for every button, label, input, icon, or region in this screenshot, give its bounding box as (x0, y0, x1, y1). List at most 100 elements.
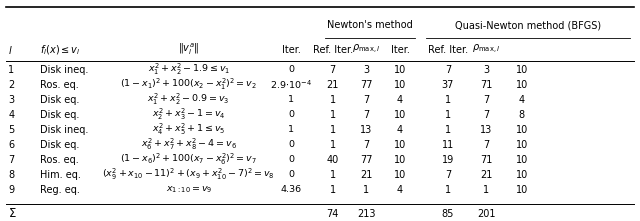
Text: 1: 1 (445, 95, 451, 105)
Text: 13: 13 (480, 125, 493, 135)
Text: 7: 7 (483, 95, 490, 105)
Text: 4: 4 (397, 185, 403, 195)
Text: 21: 21 (326, 80, 339, 90)
Text: 1: 1 (330, 125, 336, 135)
Text: $l$: $l$ (8, 44, 13, 56)
Text: $(1-x_6)^2 + 100(x_7 - x_6^2)^2 = v_7$: $(1-x_6)^2 + 100(x_7 - x_6^2)^2 = v_7$ (120, 152, 257, 167)
Text: 7: 7 (330, 65, 336, 75)
Text: 1: 1 (288, 125, 294, 134)
Text: Disk eq.: Disk eq. (40, 140, 79, 150)
Text: 10: 10 (515, 155, 528, 165)
Text: 201: 201 (477, 209, 495, 219)
Text: 77: 77 (360, 155, 372, 165)
Text: 7: 7 (363, 140, 369, 150)
Text: 10: 10 (515, 65, 528, 75)
Text: 7: 7 (445, 170, 451, 180)
Text: 4: 4 (8, 110, 15, 120)
Text: 0: 0 (288, 155, 294, 164)
Text: 10: 10 (394, 80, 406, 90)
Text: 71: 71 (480, 80, 493, 90)
Text: 7: 7 (8, 155, 15, 165)
Text: 77: 77 (360, 80, 372, 90)
Text: 10: 10 (394, 140, 406, 150)
Text: 10: 10 (394, 170, 406, 180)
Text: 0: 0 (288, 170, 294, 179)
Text: $x_{1:10} = v_9$: $x_{1:10} = v_9$ (166, 185, 212, 195)
Text: 71: 71 (480, 155, 493, 165)
Text: 1: 1 (8, 65, 15, 75)
Text: Iter.: Iter. (390, 45, 410, 55)
Text: Disk ineq.: Disk ineq. (40, 125, 88, 135)
Text: $\rho_{\mathrm{max},l}$: $\rho_{\mathrm{max},l}$ (472, 43, 500, 56)
Text: $\|v_l^a\|$: $\|v_l^a\|$ (178, 42, 200, 57)
Text: Disk eq.: Disk eq. (40, 110, 79, 120)
Text: 1: 1 (288, 95, 294, 104)
Text: 10: 10 (394, 155, 406, 165)
Text: 10: 10 (515, 125, 528, 135)
Text: 10: 10 (394, 110, 406, 120)
Text: 7: 7 (445, 65, 451, 75)
Text: 37: 37 (442, 80, 454, 90)
Text: Ros. eq.: Ros. eq. (40, 80, 79, 90)
Text: $\Sigma$: $\Sigma$ (8, 208, 17, 220)
Text: 1: 1 (445, 185, 451, 195)
Text: 1: 1 (445, 110, 451, 120)
Text: 8: 8 (518, 110, 525, 120)
Text: 1: 1 (330, 140, 336, 150)
Text: 4: 4 (518, 95, 525, 105)
Text: 0: 0 (288, 110, 294, 119)
Text: 10: 10 (515, 170, 528, 180)
Text: 85: 85 (442, 209, 454, 219)
Text: 7: 7 (483, 140, 490, 150)
Text: $(1-x_1)^2 + 100(x_2 - x_1^2)^2 = v_2$: $(1-x_1)^2 + 100(x_2 - x_1^2)^2 = v_2$ (120, 77, 257, 92)
Text: 9: 9 (8, 185, 15, 195)
Text: 7: 7 (483, 110, 490, 120)
Text: 13: 13 (360, 125, 372, 135)
Text: 74: 74 (326, 209, 339, 219)
Text: Quasi-Newton method (BFGS): Quasi-Newton method (BFGS) (455, 20, 601, 30)
Text: 11: 11 (442, 140, 454, 150)
Text: $(x_9^2 + x_{10} - 11)^2 + (x_9 + x_{10}^2 - 7)^2 = v_8$: $(x_9^2 + x_{10} - 11)^2 + (x_9 + x_{10}… (102, 167, 275, 182)
Text: 10: 10 (515, 185, 528, 195)
Text: 0: 0 (288, 65, 294, 74)
Text: 21: 21 (480, 170, 493, 180)
Text: $\rho_{\mathrm{max},l}$: $\rho_{\mathrm{max},l}$ (352, 43, 380, 56)
Text: 10: 10 (515, 80, 528, 90)
Text: $x_1^2 + x_2^2 - 0.9 = v_3$: $x_1^2 + x_2^2 - 0.9 = v_3$ (147, 92, 230, 107)
Text: 40: 40 (326, 155, 339, 165)
Text: Ros. eq.: Ros. eq. (40, 155, 79, 165)
Text: 1: 1 (330, 170, 336, 180)
Text: 1: 1 (330, 110, 336, 120)
Text: 1: 1 (330, 95, 336, 105)
Text: $2.9\!\cdot\!10^{-4}$: $2.9\!\cdot\!10^{-4}$ (270, 78, 312, 91)
Text: 0: 0 (288, 140, 294, 149)
Text: $f_l(x) \leq v_l$: $f_l(x) \leq v_l$ (40, 43, 80, 57)
Text: Ref. Iter.: Ref. Iter. (313, 45, 353, 55)
Text: 3: 3 (483, 65, 490, 75)
Text: 3: 3 (363, 65, 369, 75)
Text: 2: 2 (8, 80, 15, 90)
Text: 1: 1 (330, 185, 336, 195)
Text: Disk ineq.: Disk ineq. (40, 65, 88, 75)
Text: 3: 3 (8, 95, 15, 105)
Text: 1: 1 (483, 185, 490, 195)
Text: 21: 21 (360, 170, 372, 180)
Text: Iter.: Iter. (282, 45, 301, 55)
Text: $x_1^2 + x_2^2 - 1.9 \leq v_1$: $x_1^2 + x_2^2 - 1.9 \leq v_1$ (148, 62, 230, 77)
Text: Him. eq.: Him. eq. (40, 170, 81, 180)
Text: 10: 10 (515, 140, 528, 150)
Text: 213: 213 (357, 209, 375, 219)
Text: 4: 4 (397, 95, 403, 105)
Text: Newton's method: Newton's method (327, 20, 413, 30)
Text: 7: 7 (363, 110, 369, 120)
Text: 7: 7 (363, 95, 369, 105)
Text: 1: 1 (363, 185, 369, 195)
Text: $x_6^2 + x_7^2 + x_8^2 - 4 = v_6$: $x_6^2 + x_7^2 + x_8^2 - 4 = v_6$ (141, 137, 237, 152)
Text: Reg. eq.: Reg. eq. (40, 185, 79, 195)
Text: 4.36: 4.36 (280, 185, 302, 194)
Text: 19: 19 (442, 155, 454, 165)
Text: 10: 10 (394, 65, 406, 75)
Text: Ref. Iter.: Ref. Iter. (428, 45, 468, 55)
Text: Disk eq.: Disk eq. (40, 95, 79, 105)
Text: $x_2^2 + x_3^2 - 1 = v_4$: $x_2^2 + x_3^2 - 1 = v_4$ (152, 107, 226, 122)
